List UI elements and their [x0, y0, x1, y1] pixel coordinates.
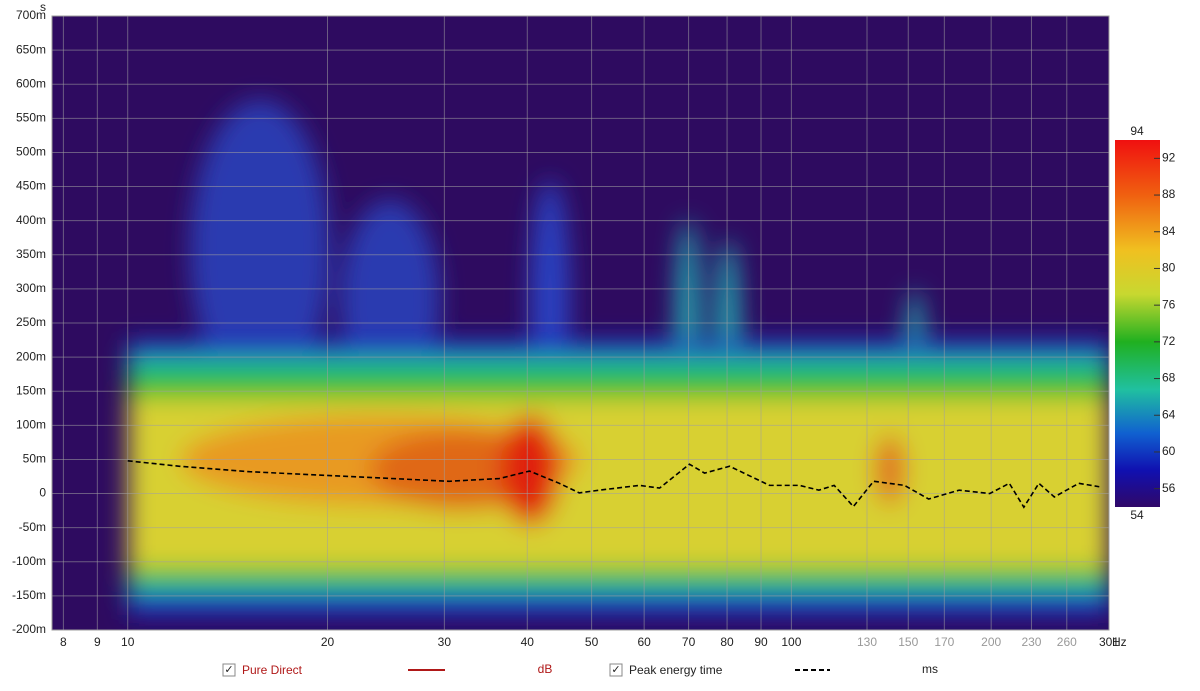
y-tick-label: 600m	[16, 76, 46, 90]
y-tick-label: 550m	[16, 111, 46, 125]
x-tick-label: 230	[1021, 635, 1041, 649]
y-tick-label: 350m	[16, 247, 46, 261]
x-tick-label: 70	[682, 635, 696, 649]
y-tick-label: 500m	[16, 145, 46, 159]
y-tick-label: 100m	[16, 418, 46, 432]
legend-unit: ms	[922, 662, 938, 676]
colorbar-tick-label: 88	[1162, 187, 1176, 201]
x-tick-label: 80	[720, 635, 734, 649]
x-tick-label: 50	[585, 635, 599, 649]
y-tick-label: 250m	[16, 315, 46, 329]
y-axis-label: s	[40, 0, 46, 14]
x-tick-label: 200	[981, 635, 1001, 649]
y-tick-label: 0	[39, 486, 46, 500]
colorbar-tick-label: 80	[1162, 261, 1176, 275]
x-tick-label: 9	[94, 635, 101, 649]
series-line	[127, 460, 1100, 509]
x-tick-label: 90	[754, 635, 768, 649]
colorbar-tick-label: 56	[1162, 481, 1176, 495]
y-tick-label: 650m	[16, 42, 46, 56]
x-tick-label: 170	[934, 635, 954, 649]
legend-label: Peak energy time	[629, 663, 723, 677]
x-tick-label: 60	[637, 635, 651, 649]
x-tick-label: 301	[1099, 635, 1119, 649]
colorbar-tick-label: 64	[1162, 407, 1176, 421]
x-tick-label: 10	[121, 635, 135, 649]
checkbox[interactable]	[609, 663, 623, 677]
y-tick-label: 200m	[16, 349, 46, 363]
y-tick-label: 300m	[16, 281, 46, 295]
colorbar	[1115, 140, 1160, 507]
colorbar-tick-label: 84	[1162, 224, 1176, 238]
x-tick-label: 8	[60, 635, 67, 649]
colorbar-max: 94	[1130, 124, 1144, 138]
y-tick-label: -150m	[12, 588, 46, 602]
heatmap	[128, 100, 1109, 615]
y-tick-label: 150m	[16, 383, 46, 397]
colorbar-tick-label: 76	[1162, 297, 1176, 311]
check-mark: ✓	[611, 664, 620, 676]
x-tick-label: 20	[321, 635, 335, 649]
colorbar-tick-label: 60	[1162, 444, 1176, 458]
x-axis-label: Hz	[1112, 635, 1127, 649]
x-tick-label: 130	[857, 635, 877, 649]
x-tick-label: 260	[1057, 635, 1077, 649]
y-tick-label: -100m	[12, 554, 46, 568]
y-tick-label: 400m	[16, 213, 46, 227]
colorbar-min: 54	[1130, 508, 1144, 522]
colorbar-tick-label: 72	[1162, 334, 1176, 348]
x-tick-label: 40	[521, 635, 535, 649]
colorbar-tick-label: 92	[1162, 151, 1176, 165]
x-tick-label: 100	[781, 635, 801, 649]
x-tick-label: 150	[898, 635, 918, 649]
x-tick-label: 30	[438, 635, 452, 649]
colorbar-tick-label: 68	[1162, 371, 1176, 385]
checkbox[interactable]	[222, 663, 236, 677]
y-tick-label: 450m	[16, 179, 46, 193]
check-mark: ✓	[224, 664, 233, 676]
y-tick-label: -200m	[12, 622, 46, 636]
legend-label: Pure Direct	[242, 663, 303, 677]
y-tick-label: -50m	[19, 520, 46, 534]
y-tick-label: 50m	[23, 452, 46, 466]
legend-unit: dB	[538, 662, 553, 676]
y-tick-label: 700m	[16, 8, 46, 22]
